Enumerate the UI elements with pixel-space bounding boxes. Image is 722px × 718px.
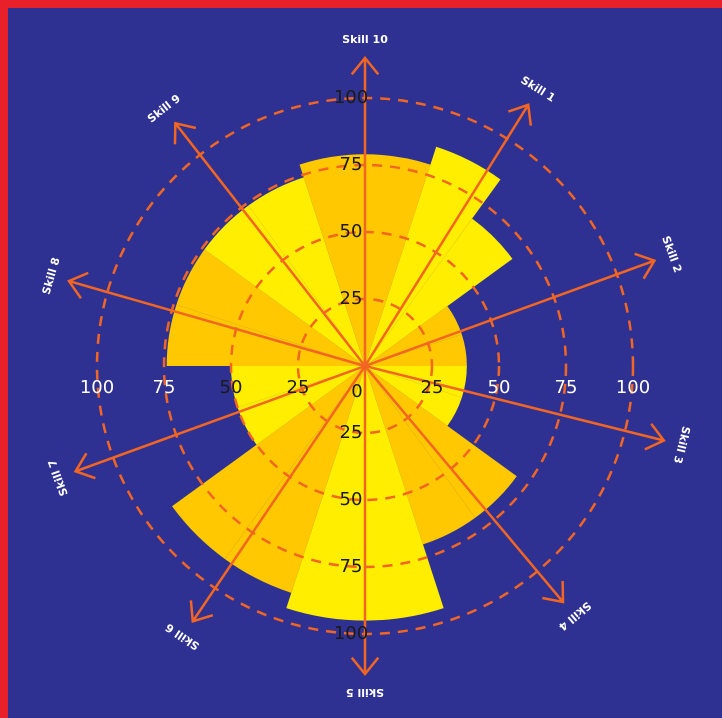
skill-3-label: Skill 3 [671, 425, 693, 465]
tick-label-left-100: 100 [80, 377, 114, 398]
sector-5 [365, 334, 467, 366]
tick-label-down-50: 50 [340, 489, 363, 510]
tick-label-left-50: 50 [220, 377, 243, 398]
skill-9-axis-line [174, 122, 366, 367]
skill-4-label: Skill 4 [556, 599, 594, 634]
skill-10-arrow-icon [350, 56, 380, 76]
sector-3 [365, 218, 513, 366]
skill-6-arrow-icon [189, 600, 214, 623]
skill-2-arrow-icon [634, 252, 657, 280]
sector-7 [365, 366, 462, 426]
skill-3-arrow-icon [644, 422, 666, 451]
skill-1-label: Skill 1 [518, 74, 557, 105]
skill-6-label: Skill 6 [163, 620, 202, 652]
sector-11 [286, 366, 365, 621]
tick-label-left-75: 75 [153, 377, 176, 398]
skill-7-label: Skill 7 [46, 458, 71, 498]
sector-4 [365, 306, 462, 366]
skill-1-arrow-icon [507, 103, 533, 126]
tick-label-left-25: 25 [287, 377, 310, 398]
skill-5-arrow-icon [350, 656, 380, 676]
skill-7-axis-line [75, 364, 366, 473]
tick-label-down-25: 25 [340, 422, 363, 443]
polar-area-chart: Skill 1 Skill 2 Skill 3 Skill 4 Skill 5 Skill… [40, 33, 693, 699]
skill-9-label: Skill 9 [145, 92, 183, 126]
skill-5-label: Skill 5 [346, 686, 384, 699]
skill-4-arrow-icon [542, 580, 565, 604]
sector-9 [365, 366, 476, 545]
skill-8-arrow-icon [67, 271, 89, 300]
tick-label-right-100: 100 [616, 377, 650, 398]
sector-20 [299, 154, 365, 366]
tick-label-right-75: 75 [555, 377, 578, 398]
tick-labels-group: 25 50 75 100 25 50 75 100 25 50 75 100 0 25 50 75 100 [80, 87, 650, 644]
chart-panel: Skill 1 Skill 2 Skill 3 Skill 4 Skill 5 Skill… [8, 8, 722, 718]
skill-7-arrow-icon [73, 452, 96, 480]
sector-19 [248, 177, 365, 366]
tick-label-right-50: 50 [488, 377, 511, 398]
skill-8-label: Skill 8 [40, 256, 63, 296]
sector-13 [172, 366, 365, 559]
sector-14 [237, 366, 365, 445]
tick-label-left-0: 0 [351, 381, 362, 402]
tick-label-down-75: 75 [340, 556, 363, 577]
tick-label-up-100: 100 [334, 87, 368, 108]
skill-10-label: Skill 10 [342, 33, 388, 46]
skill-4-axis-line [364, 365, 564, 603]
sector-1 [365, 154, 431, 366]
sector-17 [176, 249, 365, 366]
skill-8-axis-line [68, 279, 366, 368]
tick-label-down-100: 100 [334, 623, 368, 644]
sector-8 [365, 366, 517, 518]
skill-9-arrow-icon [173, 121, 197, 145]
tick-label-up-25: 25 [340, 288, 363, 309]
skill-2-label: Skill 2 [659, 234, 684, 274]
skill-6-axis-line [191, 365, 367, 623]
skill-1-axis-line [363, 104, 530, 367]
sector-18 [204, 205, 365, 366]
tick-label-up-50: 50 [340, 221, 363, 242]
sector-6 [365, 366, 467, 398]
skill-2-axis-line [364, 259, 655, 368]
tick-label-right-25: 25 [421, 377, 444, 398]
axes-group: Skill 1 Skill 2 Skill 3 Skill 4 Skill 5 Skill… [40, 33, 693, 699]
sector-15 [231, 366, 365, 408]
sector-12 [224, 366, 365, 593]
skill-3-axis-line [364, 364, 665, 442]
tick-label-up-75: 75 [340, 154, 363, 175]
